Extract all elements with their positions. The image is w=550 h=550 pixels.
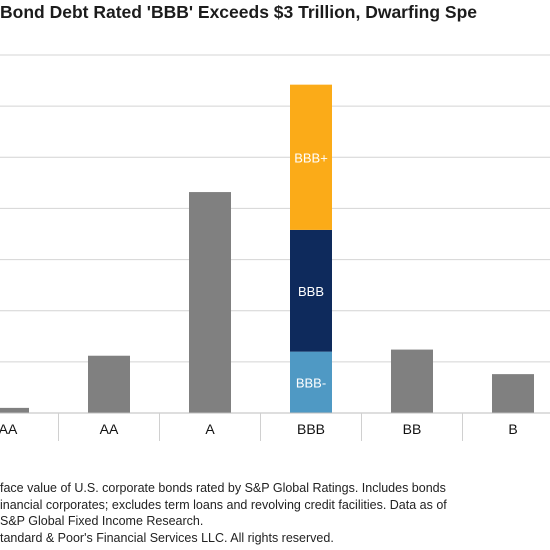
bars: BBB- BBB BBB+ — [0, 84, 534, 413]
bar-segment-bbb — [290, 229, 332, 352]
footnote-line-4: tandard & Poor's Financial Services LLC.… — [0, 530, 334, 545]
footnote-line-3: S&P Global Fixed Income Research. — [0, 514, 204, 528]
x-axis: AA AA A BBB BB B — [0, 412, 550, 441]
gridlines — [0, 54, 550, 414]
bar — [189, 192, 231, 413]
bar-segment-label: BBB — [298, 284, 324, 299]
bar — [88, 355, 130, 413]
footnote-line-1: face value of U.S. corporate bonds rated… — [0, 481, 446, 495]
x-tick-label: BBB — [297, 421, 325, 437]
x-tick-label: A — [205, 421, 215, 437]
x-tick-label: BB — [403, 421, 422, 437]
footnote-line-2: inancial corporates; excludes term loans… — [0, 497, 447, 512]
x-tick-label: B — [508, 421, 517, 437]
chart-title: Bond Debt Rated 'BBB' Exceeds $3 Trillio… — [0, 2, 478, 22]
footnote: face value of U.S. corporate bonds rated… — [0, 480, 550, 546]
bar-segment-bbb — [290, 351, 332, 413]
bar — [492, 374, 534, 413]
bar-segment-bbb — [290, 84, 332, 230]
x-tick-label: AA — [0, 421, 18, 437]
x-tick-label: AA — [100, 421, 119, 437]
bar-segment-label: BBB+ — [294, 150, 328, 165]
bar — [391, 349, 433, 413]
bar — [0, 407, 29, 413]
bar-segment-label: BBB- — [296, 375, 326, 390]
